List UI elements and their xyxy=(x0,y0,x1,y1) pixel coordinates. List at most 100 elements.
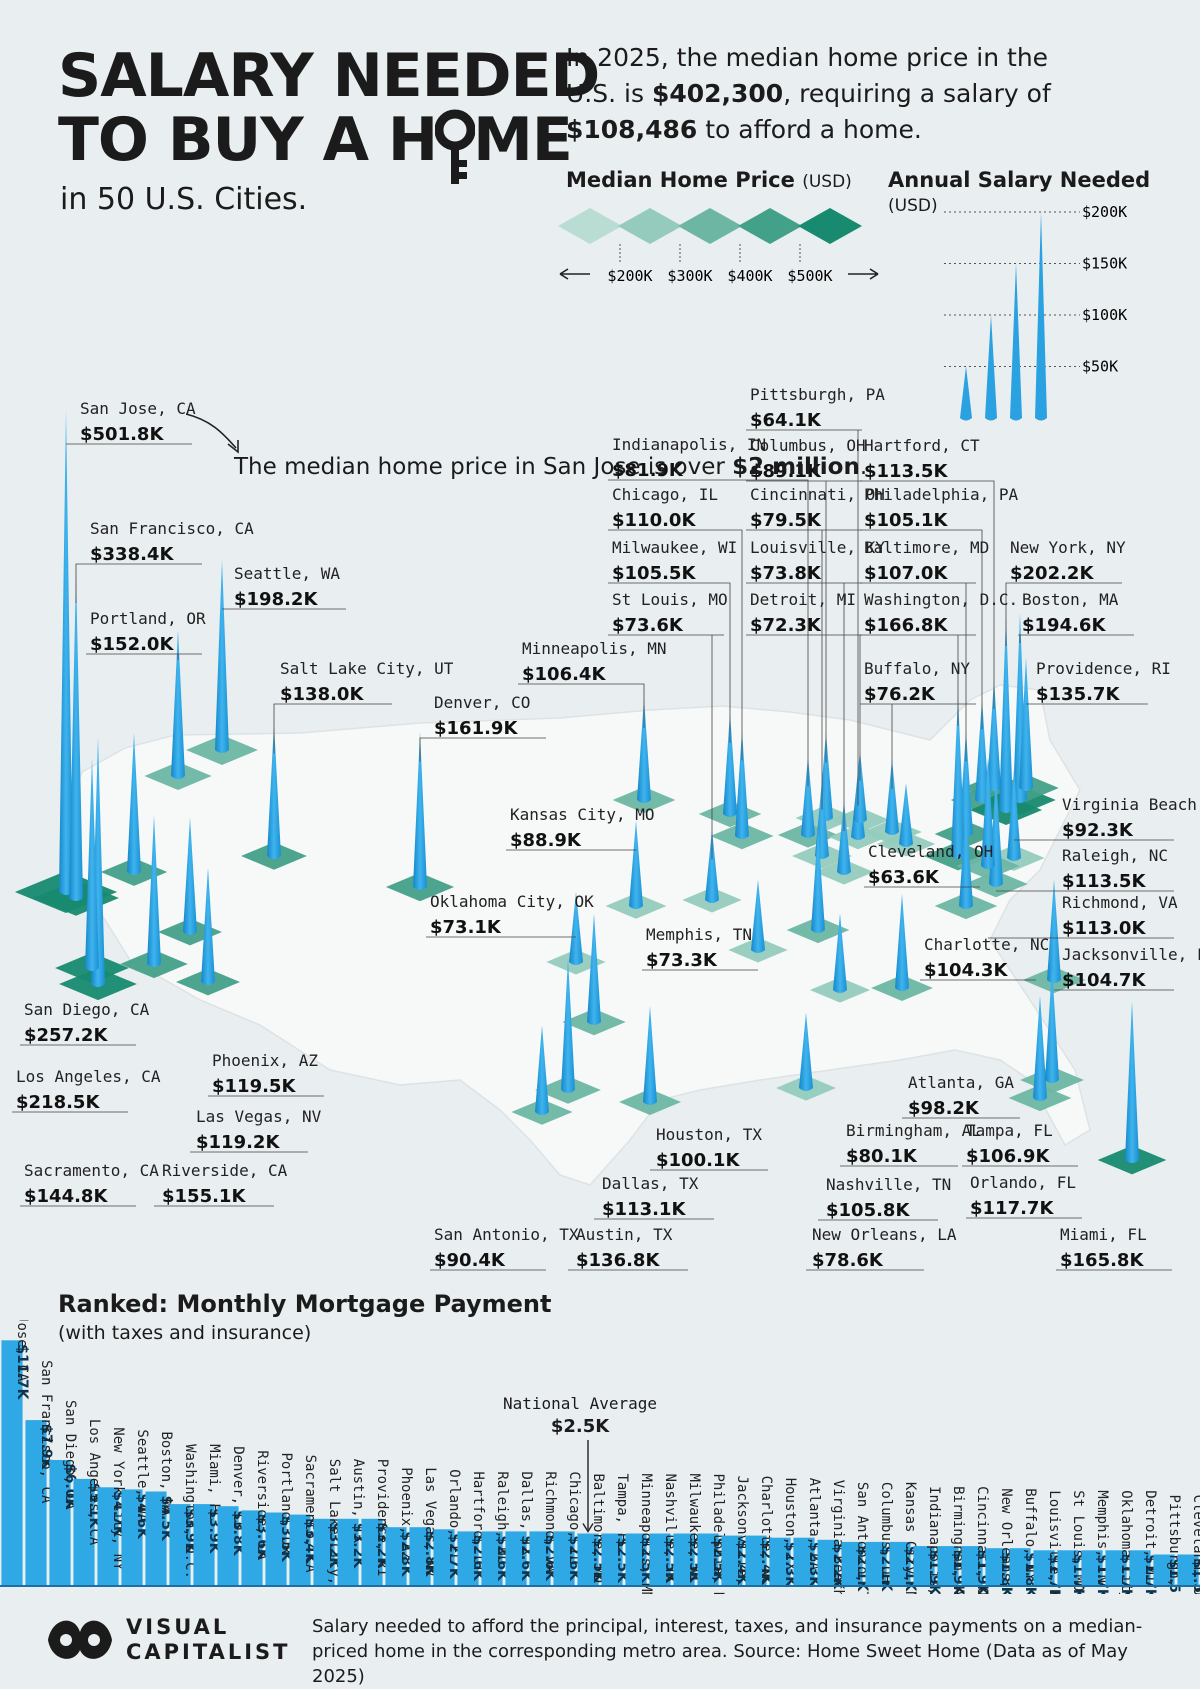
label-leader-line xyxy=(75,563,202,604)
city-salary-label: $100.1K xyxy=(656,1150,740,1171)
sj-note-bold: $2 million xyxy=(732,454,860,480)
mortgage-bar xyxy=(1,1340,23,1586)
city-salary-label: $107.0K xyxy=(864,563,948,584)
us-map-chart: San Jose, CA $501.8K San Francisco, CA $338… xyxy=(12,385,1200,1271)
city-salary-label: $79.5K xyxy=(750,510,822,531)
city-name-label: Minneapolis, MN xyxy=(522,639,667,658)
legend-arrow-right-icon xyxy=(848,268,879,280)
mortgage-bar xyxy=(49,1460,71,1586)
salary-spike xyxy=(183,817,197,935)
mortgage-bar-city: Cleveland, OH xyxy=(1190,1495,1200,1595)
legend-price-tick: $400K xyxy=(727,267,772,285)
city-name-label: Virginia Beach, VA xyxy=(1062,795,1200,814)
salary-spike xyxy=(853,750,867,823)
mortgage-bar xyxy=(961,1546,983,1586)
city-name-label: Sacramento, CA xyxy=(24,1161,159,1180)
city-name-label: Portland, OR xyxy=(90,609,206,628)
label-leader-line xyxy=(860,703,976,789)
city-name-label: Riverside, CA xyxy=(162,1161,288,1180)
city-salary-label: $73.6K xyxy=(612,615,684,636)
city-name-label: New York, NY xyxy=(1010,538,1126,557)
legend-salary-tick: $100K xyxy=(1082,306,1127,324)
label-leader-line xyxy=(506,849,637,851)
sj-note-end: . xyxy=(859,454,868,480)
city-name-label: Providence, RI xyxy=(1036,659,1171,678)
mortgage-bar xyxy=(409,1527,431,1586)
salary-spike xyxy=(735,730,749,839)
city-salary-label: $106.4K xyxy=(522,664,606,685)
city-salary-label: $155.1K xyxy=(162,1186,246,1207)
mortgage-bar xyxy=(745,1535,767,1586)
city-name-label: Louisville, KY xyxy=(750,538,885,557)
salary-spike xyxy=(981,757,995,869)
city-name-label: Salt Lake City, UT xyxy=(280,659,454,678)
mortgage-bar xyxy=(505,1531,527,1586)
city-name-label: San Francisco, CA xyxy=(90,519,254,538)
mortgage-bar-value: $7.9K xyxy=(38,1424,54,1471)
salary-spike xyxy=(171,630,185,779)
salary-spike xyxy=(1019,657,1033,791)
mortgage-bar xyxy=(361,1518,383,1586)
city-salary-label: $501.8K xyxy=(80,424,164,445)
mortgage-bar xyxy=(313,1518,335,1586)
legend-salary-tick: $50K xyxy=(1082,358,1118,376)
label-leader-line xyxy=(608,634,724,860)
city-name-label: Birmingham, AL xyxy=(846,1121,981,1140)
city-name-label: Buffalo, NY xyxy=(864,659,970,678)
salary-spike xyxy=(267,723,281,859)
city-name-label: Tampa, FL xyxy=(966,1121,1053,1140)
mortgage-bar xyxy=(529,1531,551,1586)
mortgage-bar xyxy=(337,1518,359,1586)
legend-price-title-text: Median Home Price xyxy=(566,168,795,192)
legend-price-swatch xyxy=(558,208,622,244)
city-salary-label: $89.1K xyxy=(750,461,822,482)
mortgage-bar-city: Boston, MA xyxy=(158,1432,174,1517)
salary-spike xyxy=(127,732,141,875)
label-leader-line xyxy=(608,529,743,761)
salary-spike xyxy=(895,893,909,991)
mortgage-bar xyxy=(1081,1550,1103,1586)
mortgage-bar xyxy=(577,1533,599,1586)
mortgage-bar xyxy=(553,1531,575,1586)
visual-capitalist-logo-icon xyxy=(48,1620,112,1659)
title-line-2-start: TO BUY A H xyxy=(58,105,438,175)
city-name-label: Columbus, OH xyxy=(750,436,866,455)
city-salary-label: $138.0K xyxy=(280,684,364,705)
legend-salary-spike xyxy=(1035,212,1047,421)
mortgage-bar xyxy=(649,1533,671,1586)
city-name-label: Miami, FL xyxy=(1060,1225,1147,1244)
city-labels: San Jose, CA $501.8K San Francisco, CA $338… xyxy=(16,385,1200,1271)
label-leader-line xyxy=(860,480,995,710)
city-name-label: Memphis, TN xyxy=(646,925,752,944)
label-leader-line xyxy=(860,634,976,726)
city-salary-label: $257.2K xyxy=(24,1025,108,1046)
legend-salary-tick: $200K xyxy=(1082,203,1127,221)
legend-price-swatch xyxy=(618,208,682,244)
city-salary-label: $78.6K xyxy=(812,1250,884,1271)
city-name-label: Richmond, VA xyxy=(1062,893,1178,912)
city-name-label: Washington, D.C. xyxy=(864,590,1018,609)
mortgage-bar xyxy=(937,1546,959,1586)
mortgage-bar xyxy=(457,1531,479,1586)
legend-graphics: $200K $300K $400K $500K $200K $150K $100K $50K xyxy=(558,203,1127,421)
city-salary-label: $119.5K xyxy=(212,1076,296,1097)
city-name-label: Cincinnati, OH xyxy=(750,485,885,504)
city-salary-label: $64.1K xyxy=(750,410,822,431)
mortgage-bar xyxy=(1177,1554,1199,1586)
city-salary-label: $166.8K xyxy=(864,615,948,636)
ranked-chart-subtitle: (with taxes and insurance) xyxy=(58,1322,312,1344)
salary-spike xyxy=(201,867,215,985)
mortgage-bar-city: San Jose, CA xyxy=(14,1320,30,1382)
city-name-label: St Louis, MO xyxy=(612,590,728,609)
city-salary-label: $152.0K xyxy=(90,634,174,655)
legend-arrow-left-icon xyxy=(559,268,590,280)
salary-spike xyxy=(705,829,719,903)
city-salary-label: $198.2K xyxy=(234,589,318,610)
city-salary-label: $117.7K xyxy=(970,1198,1054,1219)
city-salary-label: $110.0K xyxy=(612,510,696,531)
mortgage-bar xyxy=(913,1546,935,1586)
city-salary-label: $119.2K xyxy=(196,1132,280,1153)
salary-spike xyxy=(561,958,575,1093)
salary-spike xyxy=(799,1012,813,1091)
city-name-label: Atlanta, GA xyxy=(908,1073,1014,1092)
